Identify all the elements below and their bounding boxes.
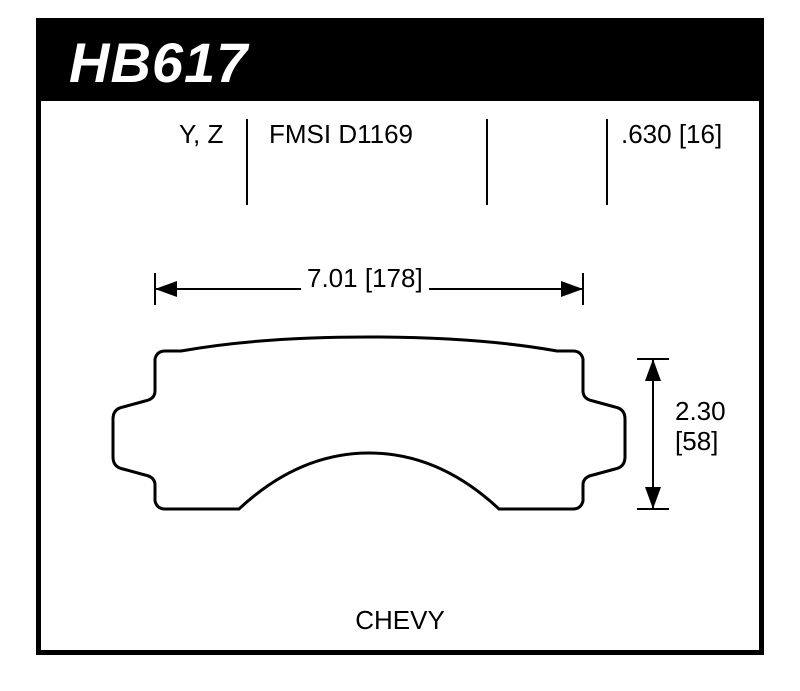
spec-divider-1 xyxy=(246,119,248,205)
brand-label: CHEVY xyxy=(41,605,759,636)
spec-compounds: Y, Z xyxy=(179,119,223,150)
width-inches: 7.01 xyxy=(307,263,358,293)
width-mm: 178 xyxy=(372,263,415,293)
outer-frame: HB617 Y, Z FMSI D1169 .630 [16] 7.01 [17… xyxy=(36,18,764,655)
height-inches: 2.30 xyxy=(675,396,726,426)
spec-thickness: .630 [16] xyxy=(621,119,722,150)
brake-pad-outline xyxy=(109,323,629,543)
spec-divider-3 xyxy=(606,119,608,205)
spec-divider-2 xyxy=(486,119,488,205)
width-dimension-label: 7.01 [178] xyxy=(301,263,429,294)
height-dimension-label: 2.30 [58] xyxy=(675,397,726,457)
spec-fmsi: FMSI D1169 xyxy=(269,119,413,150)
spec-row: Y, Z FMSI D1169 .630 [16] xyxy=(41,119,759,189)
height-mm: 58 xyxy=(682,426,711,456)
part-number: HB617 xyxy=(69,30,248,95)
header-bar: HB617 xyxy=(41,23,759,101)
height-dimension-arrow xyxy=(629,323,679,543)
